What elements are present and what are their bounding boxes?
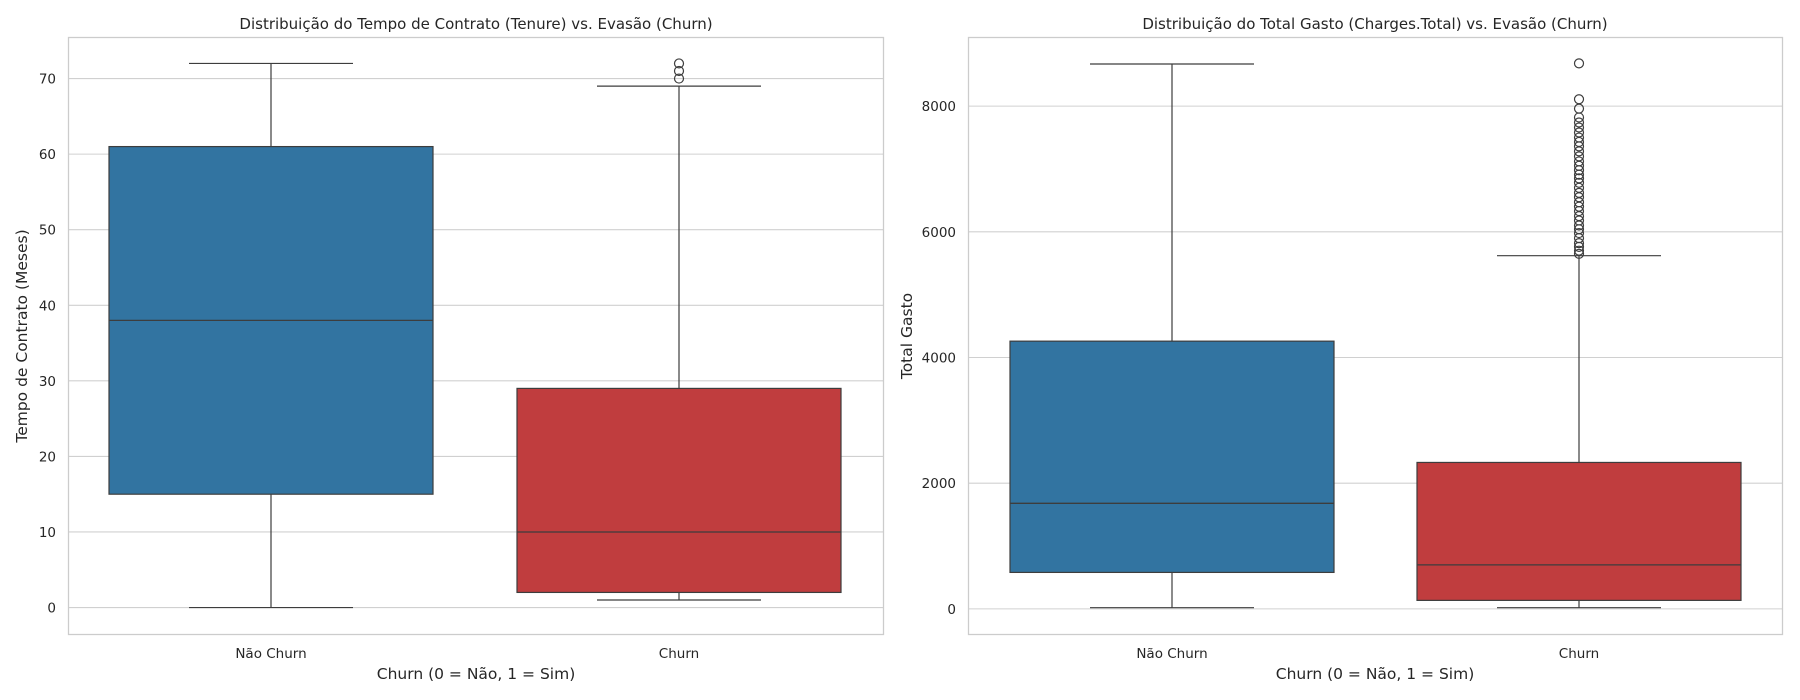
charges-x-tick-label: Churn (1559, 646, 1599, 662)
charges-y-tick-label: 0 (947, 602, 956, 618)
tenure-box-churn (516, 58, 842, 601)
charges-y-axis-label: Total Gasto (898, 293, 916, 380)
outlier-point (1573, 173, 1585, 184)
tenure-boxes (108, 58, 842, 609)
outlier-point (1573, 132, 1585, 143)
iqr-box (1009, 340, 1335, 574)
tenure-y-tick-label: 30 (39, 374, 56, 390)
tenure-y-tick-label: 60 (39, 147, 56, 163)
outlier-point (673, 73, 685, 84)
outlier-point (1573, 245, 1585, 256)
charges-box-churn (1416, 58, 1742, 609)
iqr-box (516, 387, 842, 594)
charges-y-ticks: 0 2000 4000 6000 8000 (922, 99, 956, 618)
outlier-point (673, 65, 685, 77)
outlier-point (1573, 127, 1585, 138)
outlier-point (1573, 177, 1585, 188)
tenure-x-tick-label: Churn (659, 646, 699, 662)
outlier-point (1573, 94, 1585, 105)
outlier-point (1573, 117, 1585, 128)
outlier-point (1573, 151, 1585, 162)
tenure-y-tick-label: 0 (47, 601, 56, 617)
charges-box-nao-churn (1009, 63, 1335, 609)
charges-y-tick-label: 6000 (922, 225, 956, 241)
tenure-y-ticks: 0 10 20 30 40 50 60 70 (39, 72, 56, 617)
tenure-y-tick-label: 10 (39, 525, 56, 541)
tenure-box-nao-churn (108, 62, 434, 609)
tenure-y-tick-label: 70 (39, 72, 56, 88)
charges-x-axis-label: Churn (0 = Não, 1 = Sim) (1276, 665, 1475, 683)
charges-plot-frame (967, 36, 1784, 636)
tenure-y-axis-label: Tempo de Contrato (Meses) (13, 229, 31, 443)
tenure-plot-frame (67, 36, 885, 636)
tenure-y-tick-label: 40 (39, 298, 56, 314)
tenure-x-axis-label: Churn (0 = Não, 1 = Sim) (377, 665, 576, 683)
outlier-point (1573, 227, 1585, 239)
outlier-point (1573, 156, 1585, 167)
tenure-y-tick-label: 50 (39, 223, 56, 239)
outlier-point (1573, 248, 1585, 259)
outlier-point (1573, 238, 1585, 249)
charges-y-tick-label: 8000 (922, 99, 956, 115)
tenure-chart-title: Distribuição do Tempo de Contrato (Tenur… (239, 15, 712, 33)
charges-boxplot-panel: Distribuição do Total Gasto (Charges.Tot… (898, 15, 1784, 683)
charges-y-tick-label: 4000 (922, 350, 956, 366)
tenure-x-ticks: Não Churn Churn (235, 646, 699, 662)
outlier-point (1573, 122, 1585, 133)
charges-chart-title: Distribuição do Total Gasto (Charges.Tot… (1142, 15, 1607, 33)
tenure-boxplot-panel: Distribuição do Tempo de Contrato (Tenur… (13, 15, 885, 683)
charges-y-tick-label: 2000 (922, 476, 956, 492)
tenure-x-tick-label: Não Churn (235, 646, 306, 662)
charges-boxes (1009, 58, 1742, 609)
charges-x-tick-label: Não Churn (1136, 646, 1207, 662)
outlier-point (673, 58, 685, 69)
outlier-point (1573, 187, 1585, 198)
tenure-y-tick-label: 20 (39, 449, 56, 465)
outlier-point (1573, 58, 1585, 69)
charges-x-ticks: Não Churn Churn (1136, 646, 1599, 662)
iqr-box (1416, 461, 1742, 601)
